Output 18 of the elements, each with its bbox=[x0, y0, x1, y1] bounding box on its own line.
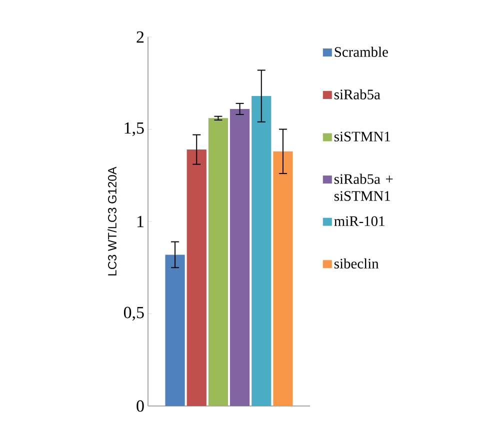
y-tick-label: 0 bbox=[136, 400, 144, 412]
bar bbox=[208, 118, 228, 406]
legend-label: siSTMN1 bbox=[334, 132, 390, 142]
bar bbox=[252, 96, 272, 406]
bar bbox=[273, 151, 293, 406]
legend-label: Scramble bbox=[334, 46, 388, 57]
y-axis-title: LC3 WT/LC3 G120A bbox=[108, 166, 116, 276]
bar bbox=[186, 150, 206, 406]
legend-label: miR-101 bbox=[334, 216, 384, 226]
y-tick-label: 2 bbox=[136, 31, 144, 43]
legend-label: sibeclin bbox=[334, 258, 379, 269]
legend-label: siRab5a + siSTMN1 bbox=[334, 174, 393, 201]
legend-label: siRab5a bbox=[334, 89, 380, 100]
bar bbox=[165, 254, 185, 406]
y-tick-label: 1,5 bbox=[124, 122, 144, 136]
y-tick-label: 1 bbox=[138, 216, 144, 228]
y-tick-label: 0,5 bbox=[124, 306, 144, 321]
bar bbox=[230, 108, 250, 406]
